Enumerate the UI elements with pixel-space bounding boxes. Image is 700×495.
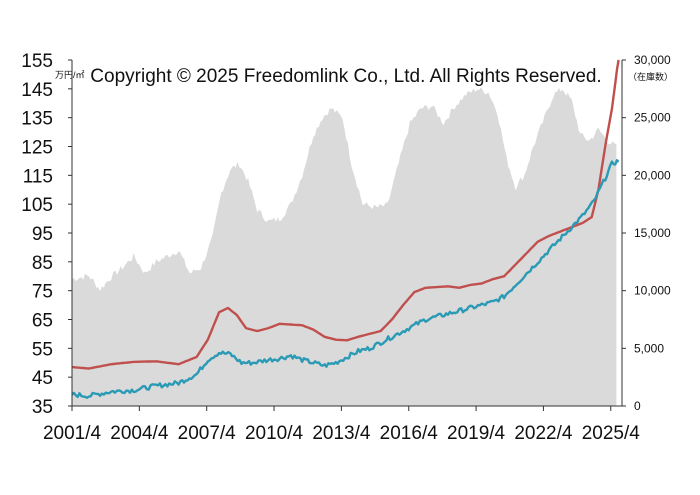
right-axis-tick-label: 5,000: [634, 341, 664, 355]
right-axis-tick-label: 25,000: [634, 111, 671, 125]
series-area-inventory: [72, 87, 617, 407]
right-axis-tick-label: 30,000: [634, 53, 671, 67]
right-axis-tick-label: 15,000: [634, 226, 671, 240]
right-axis-unit-label: （在庫数）: [628, 71, 673, 82]
series-line-price_series_2: [71, 159, 620, 399]
left-axis-tick-label: 115: [23, 166, 53, 187]
left-axis-unit-label: 万円/㎡: [55, 70, 85, 80]
series-line-price_series_1: [71, 59, 620, 370]
x-axis-tick-label: 2025/4: [582, 423, 641, 444]
x-axis-tick-label: 2013/4: [312, 423, 371, 444]
right-axis-tick-label: 20,000: [634, 168, 671, 182]
left-axis-tick-label: 105: [21, 195, 53, 216]
x-axis-tick-label: 2004/4: [110, 423, 169, 444]
x-axis-tick-label: 2019/4: [447, 423, 506, 444]
left-axis-tick-label: 75: [32, 282, 53, 303]
x-axis-tick-label: 2007/4: [178, 423, 237, 444]
x-axis-tick-label: 2016/4: [380, 423, 439, 444]
left-axis-tick-label: 155: [21, 51, 53, 72]
copyright-watermark: Copyright © 2025 Freedomlink Co., Ltd. A…: [90, 66, 601, 87]
left-axis-tick-label: 135: [21, 109, 53, 130]
axes-group: 35 45 55 65 75 85 95 105 115 125 135 145 155 0 5,000 10…: [21, 51, 671, 444]
left-axis-tick-label: 45: [32, 368, 53, 389]
x-axis-tick-label: 2022/4: [514, 423, 573, 444]
series-group: [71, 59, 620, 407]
right-axis-tick-label: 0: [634, 399, 641, 413]
left-axis-tick-label: 125: [21, 138, 53, 159]
left-axis-tick-label: 35: [32, 397, 53, 418]
left-axis-tick-label: 85: [32, 253, 53, 274]
left-axis-tick-label: 65: [32, 311, 53, 332]
left-axis-tick-label: 145: [21, 80, 53, 101]
left-axis-tick-label: 95: [32, 224, 53, 245]
x-axis-tick-label: 2010/4: [245, 423, 304, 444]
left-axis-tick-label: 55: [32, 339, 53, 360]
x-axis-tick-label: 2001/4: [43, 423, 102, 444]
right-axis-tick-label: 10,000: [634, 284, 671, 298]
